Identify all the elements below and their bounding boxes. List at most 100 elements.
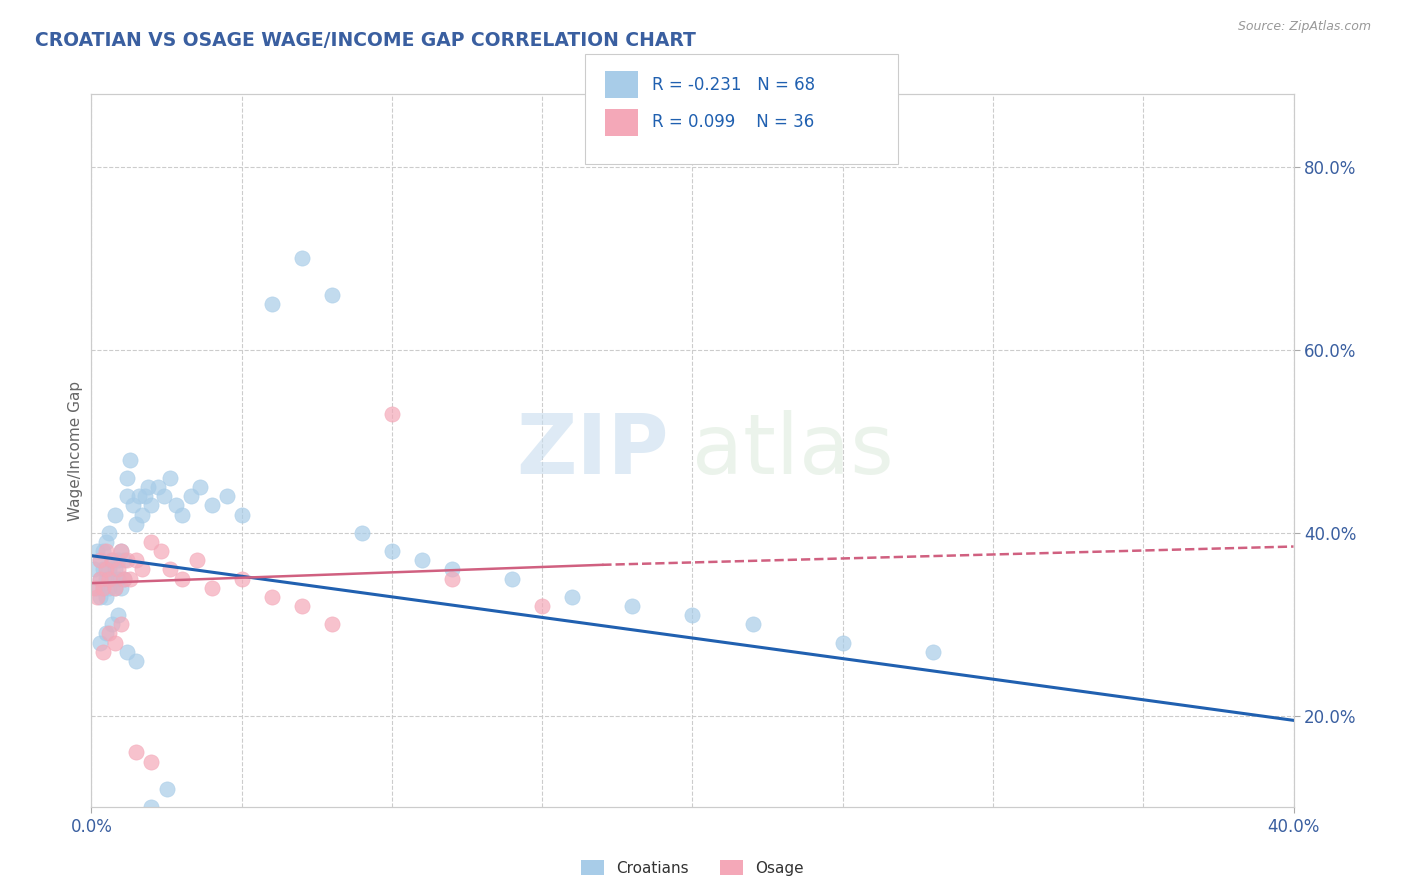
Point (110, 544, 132, 558)
Point (96, 626, 118, 640)
Point (741, 617, 763, 632)
Point (114, 553, 136, 567)
Point (104, 635, 127, 649)
Point (125, 654, 148, 668)
Point (170, 508, 193, 522)
Point (291, 252, 314, 266)
Point (110, 617, 132, 632)
Point (231, 508, 253, 522)
Point (159, 471, 181, 485)
Point (180, 489, 202, 503)
Point (321, 617, 343, 632)
Text: CROATIAN VS OSAGE WAGE/INCOME GAP CORRELATION CHART: CROATIAN VS OSAGE WAGE/INCOME GAP CORREL… (35, 31, 696, 50)
Point (681, 608, 703, 623)
Point (381, 407, 404, 421)
Point (89, 590, 111, 604)
Point (531, 599, 554, 613)
Point (186, 553, 208, 567)
Point (501, 572, 523, 586)
Text: ZIP: ZIP (516, 410, 668, 491)
Text: Source: ZipAtlas.com: Source: ZipAtlas.com (1237, 20, 1371, 33)
Point (165, 499, 187, 513)
Point (89, 553, 111, 567)
Point (107, 553, 129, 567)
Y-axis label: Wage/Income Gap: Wage/Income Gap (67, 380, 83, 521)
Point (125, 516, 148, 531)
Point (110, 581, 132, 595)
Point (170, 572, 193, 586)
Point (101, 553, 124, 567)
Point (125, 553, 148, 567)
Point (101, 572, 124, 586)
Point (117, 489, 139, 503)
Point (117, 553, 139, 567)
Point (98, 581, 121, 595)
Point (104, 581, 127, 595)
Point (381, 544, 404, 558)
Point (231, 572, 253, 586)
Point (107, 562, 129, 576)
Point (89, 553, 111, 567)
Point (107, 572, 129, 586)
Point (188, 480, 211, 494)
Text: R = 0.099    N = 36: R = 0.099 N = 36 (652, 113, 814, 131)
Text: R = -0.231   N = 68: R = -0.231 N = 68 (652, 76, 815, 94)
Point (411, 553, 433, 567)
Point (125, 745, 148, 759)
Point (93, 581, 115, 595)
Point (93, 581, 115, 595)
Point (155, 781, 177, 796)
Point (96, 572, 118, 586)
Point (215, 489, 238, 503)
Point (101, 553, 124, 567)
Point (86, 590, 108, 604)
Point (350, 525, 373, 540)
Point (89, 572, 111, 586)
Point (159, 562, 181, 576)
Point (89, 572, 111, 586)
Point (260, 297, 283, 311)
Point (114, 572, 136, 586)
Point (101, 617, 124, 632)
Point (149, 544, 172, 558)
Point (201, 581, 224, 595)
Point (128, 489, 150, 503)
Point (291, 599, 314, 613)
Point (146, 480, 169, 494)
Point (201, 499, 224, 513)
Text: atlas: atlas (692, 410, 894, 491)
Point (89, 635, 111, 649)
Point (131, 508, 153, 522)
Point (107, 608, 129, 623)
Point (104, 508, 127, 522)
Point (922, 645, 945, 659)
Point (104, 581, 127, 595)
Point (110, 544, 132, 558)
Point (141, 800, 163, 814)
Point (122, 499, 145, 513)
Point (561, 590, 583, 604)
Point (86, 581, 108, 595)
Point (96, 535, 118, 549)
Point (96, 562, 118, 576)
Point (104, 562, 127, 576)
Point (141, 535, 163, 549)
Point (98, 626, 121, 640)
Point (141, 755, 163, 769)
Point (114, 572, 136, 586)
Point (120, 452, 142, 467)
Point (98, 525, 121, 540)
Legend: Croatians, Osage: Croatians, Osage (575, 854, 810, 881)
Point (138, 480, 160, 494)
Point (93, 645, 115, 659)
Point (260, 590, 283, 604)
Point (440, 572, 463, 586)
Point (93, 544, 115, 558)
Point (83, 581, 105, 595)
Point (141, 499, 163, 513)
Point (83, 562, 105, 576)
Point (96, 544, 118, 558)
Point (98, 562, 121, 576)
Point (621, 599, 644, 613)
Point (86, 544, 108, 558)
